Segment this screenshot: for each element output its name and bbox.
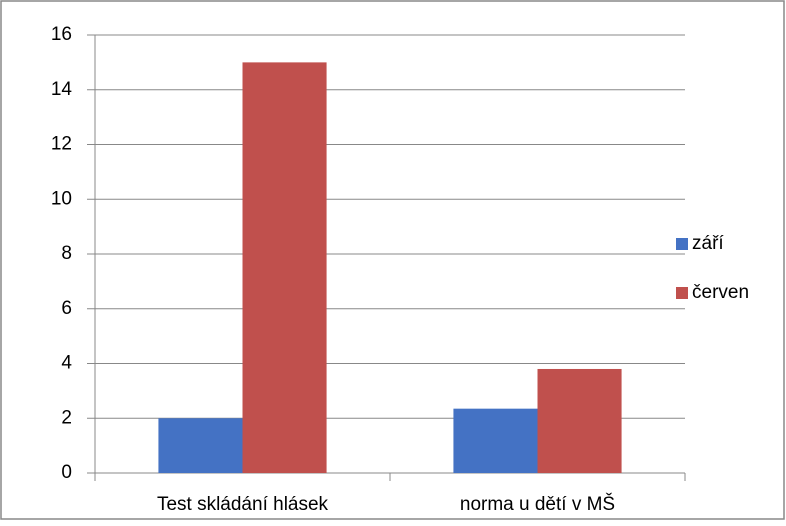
y-tick-label: 0: [61, 462, 72, 483]
y-tick-label: 2: [61, 407, 72, 428]
y-tick-label: 14: [51, 79, 73, 100]
y-tick-label: 16: [51, 24, 72, 45]
bar: [537, 368, 622, 473]
bar: [158, 418, 243, 473]
legend-swatch: [676, 287, 688, 299]
y-tick-label: 10: [51, 188, 72, 209]
legend-swatch: [676, 238, 688, 250]
bar: [453, 408, 538, 473]
x-tick-label: norma u dětí v MŠ: [460, 493, 615, 515]
x-tick-label: Test skládání hlásek: [157, 494, 329, 515]
y-tick-label: 12: [51, 134, 72, 155]
legend-label: červen: [692, 282, 749, 303]
y-tick-label: 4: [61, 353, 72, 374]
bar: [242, 62, 327, 473]
y-tick-label: 8: [61, 243, 72, 264]
legend-label: září: [692, 233, 724, 254]
y-tick-label: 6: [61, 298, 72, 319]
